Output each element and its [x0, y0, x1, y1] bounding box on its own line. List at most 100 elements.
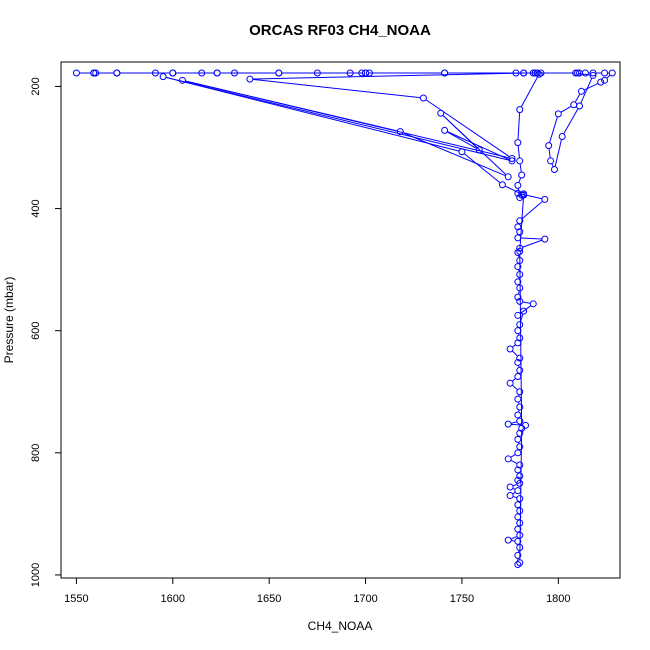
series-segment — [511, 421, 517, 424]
data-point — [346, 69, 354, 77]
data-point — [516, 284, 524, 292]
data-point — [516, 334, 524, 342]
data-point — [516, 388, 524, 396]
series-segment — [510, 460, 518, 464]
data-point — [554, 110, 562, 118]
data-point — [572, 69, 580, 77]
y-tick-label: 200 — [30, 77, 42, 95]
data-point — [514, 537, 522, 545]
data-point — [437, 109, 445, 117]
data-point — [275, 69, 283, 77]
data-point — [516, 256, 524, 264]
series-segment — [584, 83, 598, 91]
series-segment — [512, 344, 516, 348]
data-point — [504, 173, 512, 181]
data-point — [589, 71, 597, 79]
data-point — [576, 102, 584, 110]
data-point — [514, 223, 522, 231]
data-point — [514, 487, 522, 495]
data-point — [514, 551, 522, 559]
data-point — [529, 300, 537, 308]
series-segment — [253, 78, 421, 99]
data-point — [512, 69, 520, 77]
data-point — [475, 146, 483, 154]
series-segment — [512, 385, 518, 390]
x-axis: 1550 1600 1650 1700 1750 1800 — [64, 578, 571, 605]
data-point — [365, 69, 373, 77]
data-point — [419, 94, 427, 102]
data-point — [514, 249, 522, 257]
data-point — [506, 483, 514, 491]
x-tick-label: 1800 — [546, 593, 570, 605]
data-point — [362, 69, 370, 77]
data-point — [504, 420, 512, 428]
data-point — [520, 191, 528, 199]
data-point — [608, 69, 616, 77]
data-point — [514, 327, 522, 335]
data-point — [213, 69, 221, 77]
x-tick-label: 1750 — [450, 593, 474, 605]
plot-frame — [60, 61, 621, 579]
series-segment — [166, 76, 459, 152]
data-point — [358, 69, 366, 77]
data-point — [514, 278, 522, 286]
series-segment — [505, 185, 521, 195]
series-segment — [510, 454, 516, 458]
series-segment — [425, 99, 510, 158]
data-point — [516, 247, 524, 255]
data-point — [516, 559, 524, 567]
data-point — [90, 69, 98, 77]
data-point — [113, 69, 121, 77]
data-point — [516, 443, 524, 451]
data-point — [514, 525, 522, 533]
data-point — [514, 293, 522, 301]
data-point — [541, 195, 549, 203]
data-point — [514, 501, 522, 509]
series-segment — [554, 139, 562, 167]
data-point — [514, 435, 522, 443]
data-point — [518, 424, 526, 432]
data-point — [574, 69, 582, 77]
data-point — [396, 128, 404, 136]
series-segment — [517, 145, 520, 158]
series-segment — [513, 496, 517, 499]
series-segment — [519, 164, 522, 172]
data-point — [516, 472, 524, 480]
data-point — [514, 513, 522, 521]
series-segment — [464, 153, 501, 184]
data-point — [516, 106, 524, 114]
data-point — [514, 234, 522, 242]
data-point — [545, 142, 553, 150]
series-segment — [518, 291, 520, 294]
x-tick-label: 1600 — [161, 593, 185, 605]
data-point — [514, 449, 522, 457]
data-point — [441, 126, 449, 134]
data-point — [230, 69, 238, 77]
data-point — [508, 157, 516, 165]
series-segment — [574, 93, 581, 103]
y-tick-label: 400 — [30, 199, 42, 217]
data-point — [597, 78, 605, 86]
series-segment — [580, 78, 593, 104]
data-point — [516, 157, 524, 165]
series-segment — [166, 76, 509, 161]
data-point — [581, 69, 589, 77]
chart-title: ORCAS RF03 CH4_NOAA — [249, 22, 431, 39]
x-tick-label: 1650 — [257, 593, 281, 605]
series-segment — [521, 237, 542, 240]
data-point — [570, 101, 578, 109]
data-point — [547, 157, 555, 165]
data-point — [601, 76, 609, 84]
series-segment — [519, 254, 523, 426]
series-segment — [522, 239, 542, 248]
y-axis-label: Pressure (mbar) — [2, 277, 16, 364]
data-point — [529, 69, 537, 77]
data-point — [520, 307, 528, 315]
data-point — [72, 69, 80, 77]
y-tick-label: 800 — [30, 444, 42, 462]
data-point — [506, 379, 514, 387]
data-point — [516, 244, 524, 252]
data-point — [589, 69, 597, 77]
x-tick-label: 1550 — [64, 593, 88, 605]
data-point — [516, 417, 524, 425]
